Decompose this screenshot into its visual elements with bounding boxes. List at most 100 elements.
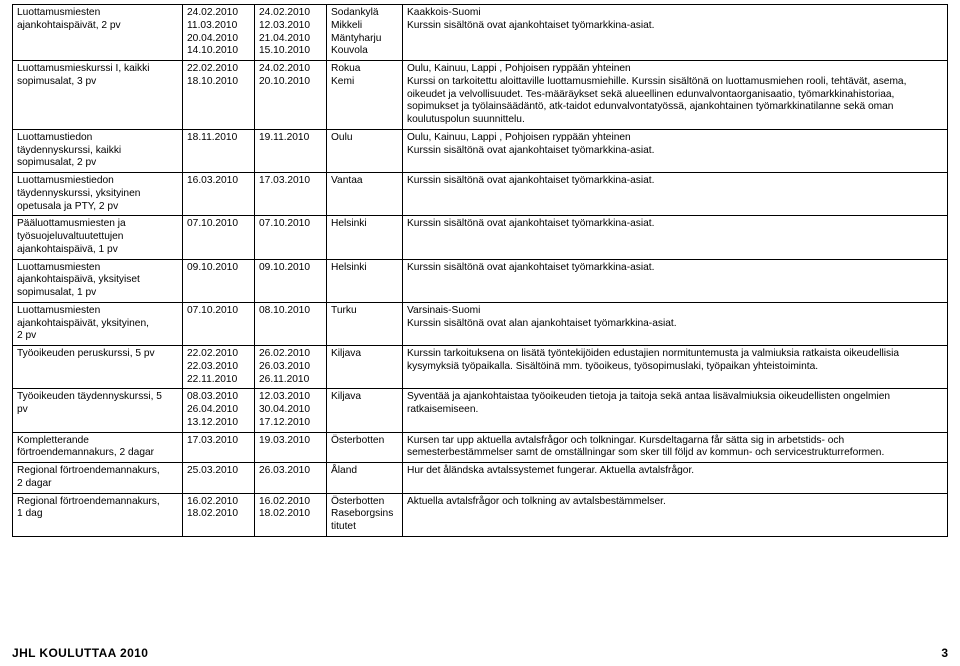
cell-line: Hur det åländska avtalssystemet fungerar… — [407, 465, 943, 478]
table-row: Luottamustiedontäydennyskurssi, kaikkiso… — [13, 129, 948, 172]
cell-line: 08.10.2010 — [259, 305, 322, 318]
cell-line: 17.12.2010 — [259, 417, 322, 430]
cell-line: Luottamustiedon — [17, 132, 178, 145]
cell-line: Sodankylä — [331, 7, 398, 20]
cell-line: Helsinki — [331, 218, 398, 231]
cell-line: Kiljava — [331, 391, 398, 404]
table-row: Regional förtroendemannakurs,2 dagar25.0… — [13, 463, 948, 494]
cell-line: 20.04.2010 — [187, 33, 250, 46]
cell-line: 19.03.2010 — [259, 435, 322, 448]
table-cell: 19.11.2010 — [255, 129, 327, 172]
cell-line: Mäntyharju — [331, 33, 398, 46]
table-cell: SodankyläMikkeliMäntyharjuKouvola — [327, 5, 403, 61]
table-cell: 07.10.2010 — [183, 216, 255, 259]
table-cell: 17.03.2010 — [255, 173, 327, 216]
table-cell: 24.02.201011.03.201020.04.201014.10.2010 — [183, 5, 255, 61]
table-cell: Hur det åländska avtalssystemet fungerar… — [403, 463, 948, 494]
table-cell: 08.10.2010 — [255, 302, 327, 345]
table-cell: Oulu, Kainuu, Lappi , Pohjoisen ryppään … — [403, 61, 948, 130]
table-cell: Luottamusmiestenajankohtaispäivä, yksity… — [13, 259, 183, 302]
cell-line: 2 pv — [17, 330, 178, 343]
table-row: Pääluottamusmiesten jatyösuojeluvaltuute… — [13, 216, 948, 259]
table-cell: 16.02.201018.02.2010 — [255, 493, 327, 536]
cell-line: sopimusalat, 1 pv — [17, 287, 178, 300]
cell-line: Luottamusmiesten — [17, 7, 178, 20]
cell-line: Kurssin tarkoituksena on lisätä työnteki… — [407, 348, 943, 374]
cell-line: Oulu, Kainuu, Lappi , Pohjoisen ryppään … — [407, 132, 943, 145]
table-cell: 26.02.201026.03.201026.11.2010 — [255, 346, 327, 389]
table-cell: Regional förtroendemannakurs,2 dagar — [13, 463, 183, 494]
cell-line: Kurssin sisältönä ovat ajankohtaiset työ… — [407, 145, 943, 158]
table-cell: Helsinki — [327, 216, 403, 259]
cell-line: 18.10.2010 — [187, 76, 250, 89]
cell-line: Vantaa — [331, 175, 398, 188]
cell-line: Helsinki — [331, 262, 398, 275]
cell-line: 22.02.2010 — [187, 63, 250, 76]
cell-line: Åland — [331, 465, 398, 478]
cell-line: 2 dagar — [17, 478, 178, 491]
cell-line: 13.12.2010 — [187, 417, 250, 430]
table-cell: Kompletterandeförtroendemannakurs, 2 dag… — [13, 432, 183, 463]
table-cell: Luottamustiedontäydennyskurssi, kaikkiso… — [13, 129, 183, 172]
cell-line: 18.11.2010 — [187, 132, 250, 145]
cell-line: Kursen tar upp aktuella avtalsfrågor och… — [407, 435, 943, 461]
cell-line: Varsinais-Suomi — [407, 305, 943, 318]
cell-line: 1 dag — [17, 508, 178, 521]
cell-line: 07.10.2010 — [187, 305, 250, 318]
cell-line: Regional förtroendemannakurs, — [17, 465, 178, 478]
cell-line: Kemi — [331, 76, 398, 89]
cell-line: täydennyskurssi, yksityinen — [17, 188, 178, 201]
cell-line: 26.02.2010 — [259, 348, 322, 361]
cell-line: 09.10.2010 — [259, 262, 322, 275]
table-cell: 26.03.2010 — [255, 463, 327, 494]
table-cell: Kaakkois-SuomiKurssin sisältönä ovat aja… — [403, 5, 948, 61]
table-cell: 07.10.2010 — [255, 216, 327, 259]
table-cell: Kurssin sisältönä ovat ajankohtaiset työ… — [403, 259, 948, 302]
page: Luottamusmiestenajankohtaispäivät, 2 pv2… — [0, 0, 960, 666]
table-cell: 07.10.2010 — [183, 302, 255, 345]
cell-line: 09.10.2010 — [187, 262, 250, 275]
cell-line: 24.02.2010 — [259, 7, 322, 20]
cell-line: Raseborgsins — [331, 508, 398, 521]
table-cell: Oulu — [327, 129, 403, 172]
footer-page-number: 3 — [941, 646, 948, 660]
table-cell: 19.03.2010 — [255, 432, 327, 463]
table-cell: Aktuella avtalsfrågor och tolkning av av… — [403, 493, 948, 536]
table-row: Luottamusmiestenajankohtaispäivä, yksity… — [13, 259, 948, 302]
table-cell: Åland — [327, 463, 403, 494]
cell-line: 11.03.2010 — [187, 20, 250, 33]
cell-line: 07.10.2010 — [187, 218, 250, 231]
table-cell: 09.10.2010 — [255, 259, 327, 302]
table-cell: ÖsterbottenRaseborgsinstitutet — [327, 493, 403, 536]
table-cell: 17.03.2010 — [183, 432, 255, 463]
cell-line: Pääluottamusmiesten ja — [17, 218, 178, 231]
table-row: Luottamusmiestenajankohtaispäivät, yksit… — [13, 302, 948, 345]
table-cell: Työoikeuden täydennyskurssi, 5pv — [13, 389, 183, 432]
cell-line: 22.11.2010 — [187, 374, 250, 387]
table-cell: Kurssin sisältönä ovat ajankohtaiset työ… — [403, 173, 948, 216]
cell-line: Regional förtroendemannakurs, — [17, 496, 178, 509]
table-cell: Luottamusmiestenajankohtaispäivät, yksit… — [13, 302, 183, 345]
cell-line: 18.02.2010 — [187, 508, 250, 521]
table-cell: 08.03.201026.04.201013.12.2010 — [183, 389, 255, 432]
cell-line: Mikkeli — [331, 20, 398, 33]
table-cell: Turku — [327, 302, 403, 345]
cell-line: Kiljava — [331, 348, 398, 361]
cell-line: Luottamusmieskurssi I, kaikki — [17, 63, 178, 76]
cell-line: Oulu, Kainuu, Lappi , Pohjoisen ryppään … — [407, 63, 943, 76]
cell-line: täydennyskurssi, kaikki — [17, 145, 178, 158]
cell-line: 26.04.2010 — [187, 404, 250, 417]
cell-line: Kurssin sisältönä ovat ajankohtaiset työ… — [407, 20, 943, 33]
table-cell: 09.10.2010 — [183, 259, 255, 302]
table-row: Luottamusmieskurssi I, kaikkisopimusalat… — [13, 61, 948, 130]
table-cell: Kurssin tarkoituksena on lisätä työnteki… — [403, 346, 948, 389]
table-cell: Oulu, Kainuu, Lappi , Pohjoisen ryppään … — [403, 129, 948, 172]
table-cell: 12.03.201030.04.201017.12.2010 — [255, 389, 327, 432]
table-row: Kompletterandeförtroendemannakurs, 2 dag… — [13, 432, 948, 463]
cell-line: ajankohtaispäivät, 2 pv — [17, 20, 178, 33]
cell-line: förtroendemannakurs, 2 dagar — [17, 447, 178, 460]
cell-line: Luottamusmiesten — [17, 305, 178, 318]
table-cell: Työoikeuden peruskurssi, 5 pv — [13, 346, 183, 389]
cell-line: 12.03.2010 — [259, 391, 322, 404]
cell-line: 14.10.2010 — [187, 45, 250, 58]
